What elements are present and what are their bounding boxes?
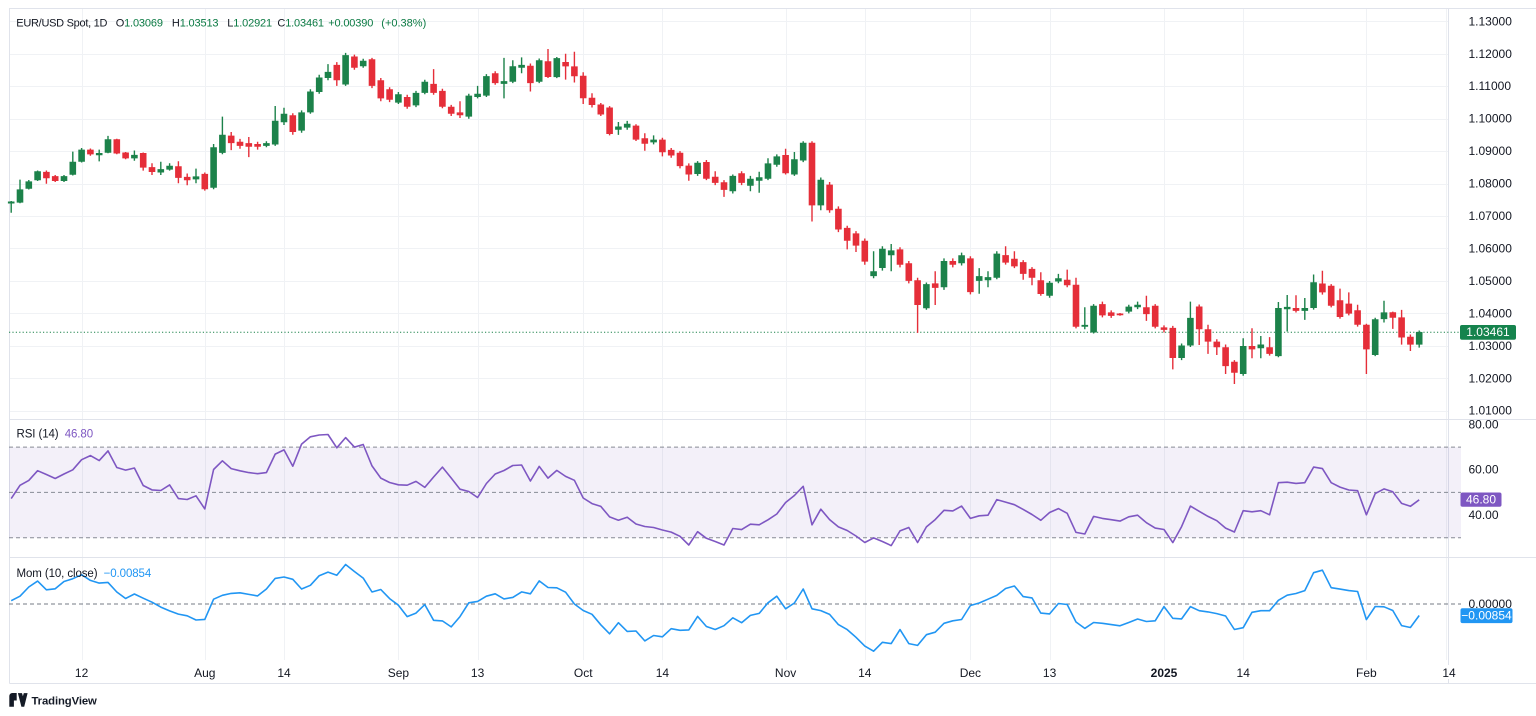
svg-text:1.06000: 1.06000 bbox=[1469, 241, 1513, 255]
svg-text:14: 14 bbox=[1237, 666, 1251, 680]
svg-text:1.01000: 1.01000 bbox=[1469, 404, 1513, 418]
svg-text:40.00: 40.00 bbox=[1469, 508, 1499, 522]
svg-text:H1.03513: H1.03513 bbox=[172, 17, 219, 29]
svg-text:TradingView: TradingView bbox=[32, 696, 98, 708]
svg-text:12: 12 bbox=[75, 666, 89, 680]
svg-text:1.03000: 1.03000 bbox=[1469, 339, 1513, 353]
svg-text:1.03461: 1.03461 bbox=[1466, 325, 1510, 339]
svg-text:13: 13 bbox=[1043, 666, 1057, 680]
svg-text:46.80: 46.80 bbox=[1466, 492, 1496, 506]
svg-text:1.07000: 1.07000 bbox=[1469, 209, 1513, 223]
svg-text:2025: 2025 bbox=[1151, 666, 1178, 680]
svg-text:RSI (14) 46.80: RSI (14) 46.80 bbox=[17, 428, 94, 440]
svg-text:−0.00854: −0.00854 bbox=[1461, 609, 1512, 623]
svg-text:14: 14 bbox=[656, 666, 670, 680]
svg-text:Nov: Nov bbox=[775, 666, 796, 680]
svg-text:Feb: Feb bbox=[1356, 666, 1377, 680]
svg-text:Aug: Aug bbox=[194, 666, 215, 680]
svg-text:13: 13 bbox=[471, 666, 485, 680]
svg-text:EUR/USD Spot, 1D: EUR/USD Spot, 1D bbox=[16, 17, 107, 29]
svg-text:C1.03461: C1.03461 bbox=[277, 17, 324, 29]
svg-text:14: 14 bbox=[1442, 666, 1456, 680]
svg-text:Dec: Dec bbox=[960, 666, 981, 680]
svg-text:+0.00390: +0.00390 bbox=[328, 17, 373, 29]
svg-text:80.00: 80.00 bbox=[1469, 417, 1499, 431]
svg-text:Mom (10, close) −0.00854: Mom (10, close) −0.00854 bbox=[17, 568, 152, 580]
svg-text:1.12000: 1.12000 bbox=[1469, 47, 1513, 61]
svg-text:60.00: 60.00 bbox=[1469, 463, 1499, 477]
svg-text:1.11000: 1.11000 bbox=[1469, 79, 1512, 93]
svg-text:1.02000: 1.02000 bbox=[1469, 371, 1513, 385]
svg-text:1.09000: 1.09000 bbox=[1469, 144, 1513, 158]
svg-text:1.13000: 1.13000 bbox=[1469, 14, 1513, 28]
svg-text:0.00000: 0.00000 bbox=[1469, 597, 1513, 611]
svg-text:14: 14 bbox=[858, 666, 872, 680]
svg-text:(+0.38%): (+0.38%) bbox=[381, 17, 426, 29]
svg-text:O1.03069: O1.03069 bbox=[116, 17, 163, 29]
svg-text:1.05000: 1.05000 bbox=[1469, 274, 1513, 288]
svg-text:L1.02921: L1.02921 bbox=[227, 17, 272, 29]
svg-text:1.10000: 1.10000 bbox=[1469, 112, 1513, 126]
svg-text:Sep: Sep bbox=[388, 666, 410, 680]
svg-text:1.08000: 1.08000 bbox=[1469, 177, 1513, 191]
svg-text:Oct: Oct bbox=[574, 666, 593, 680]
svg-text:1.04000: 1.04000 bbox=[1469, 306, 1513, 320]
svg-text:14: 14 bbox=[277, 666, 291, 680]
